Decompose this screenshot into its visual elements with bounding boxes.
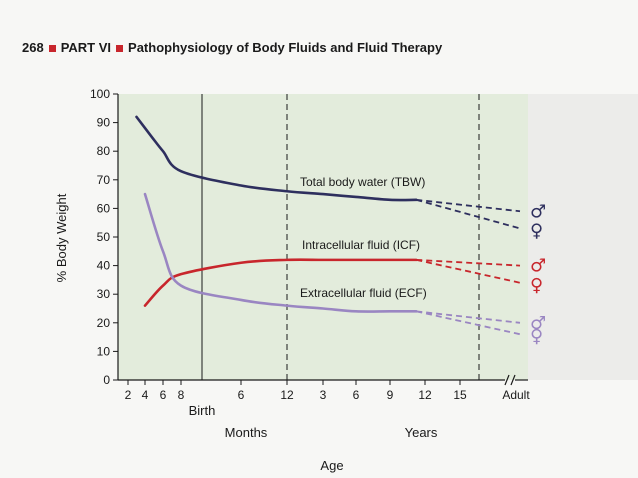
y-axis: 0 10 20 30 40 50 60 70 80 90 100 xyxy=(90,87,119,387)
series-female-projection-icf xyxy=(416,259,521,284)
female-symbol-icon: ♀ xyxy=(530,220,543,241)
series-label-tbw: Total body water (TBW) xyxy=(300,175,425,189)
male-symbol-icon: ♂ xyxy=(530,256,546,277)
female-symbol-icon: ♀ xyxy=(530,326,543,347)
series-male-projection-ecf xyxy=(416,310,521,324)
page-number: 268 xyxy=(22,40,44,55)
y-tick-label: 10 xyxy=(97,344,111,358)
y-tick-label: 50 xyxy=(97,230,111,244)
page-header: 268 PART VI Pathophysiology of Body Fluids… xyxy=(22,40,442,55)
x-tick-label: 2 xyxy=(125,388,132,402)
series-female-projection-tbw xyxy=(416,198,521,230)
header-square-icon xyxy=(48,44,56,52)
x-tick-label: 6 xyxy=(238,388,245,402)
axis-break-icon xyxy=(504,374,516,386)
y-tick-label: 0 xyxy=(103,373,110,387)
y-tick-label: 70 xyxy=(97,173,111,187)
period-separators xyxy=(201,94,480,380)
y-tick-label: 60 xyxy=(97,201,111,215)
x-group-label-birth: Birth xyxy=(189,403,216,418)
page-title: Pathophysiology of Body Fluids and Fluid… xyxy=(128,40,443,55)
y-tick-label: 90 xyxy=(97,116,111,130)
gender-markers: ♂♀♂♀♂♀ xyxy=(530,201,546,347)
series-group: Total body water (TBW) Intracellular flui… xyxy=(135,115,521,336)
y-tick-label: 100 xyxy=(90,87,110,101)
x-tick-label: Adult xyxy=(502,388,530,402)
plot-area xyxy=(118,94,528,380)
part-label: PART VI xyxy=(60,40,112,55)
x-group-label-years: Years xyxy=(405,425,438,440)
x-tick-label: 6 xyxy=(353,388,360,402)
series-line-ecf xyxy=(143,192,418,313)
series-label-ecf: Extracellular fluid (ECF) xyxy=(300,286,427,300)
x-tick-label: 9 xyxy=(387,388,394,402)
y-tick-label: 80 xyxy=(97,144,111,158)
header-square-icon xyxy=(116,44,124,52)
series-line-tbw xyxy=(135,115,418,202)
female-symbol-icon: ♀ xyxy=(530,275,543,296)
right-page-strip xyxy=(528,94,638,380)
y-tick-label: 20 xyxy=(97,316,111,330)
x-axis: 2 4 6 8 6 12 3 6 9 12 15 Adult xyxy=(118,374,530,402)
x-axis-title: Age xyxy=(320,458,343,473)
male-symbol-icon: ♂ xyxy=(530,313,546,334)
male-symbol-icon: ♂ xyxy=(530,201,546,222)
x-group-label-months: Months xyxy=(225,425,268,440)
x-tick-label: 6 xyxy=(160,388,167,402)
x-tick-label: 8 xyxy=(178,388,185,402)
series-line-icf xyxy=(143,258,418,307)
y-tick-label: 30 xyxy=(97,287,111,301)
y-tick-label: 40 xyxy=(97,259,111,273)
x-tick-label: 3 xyxy=(320,388,327,402)
x-tick-label: 12 xyxy=(418,388,432,402)
series-male-projection-tbw xyxy=(416,198,521,213)
x-tick-label: 15 xyxy=(453,388,467,402)
series-label-icf: Intracellular fluid (ICF) xyxy=(302,238,420,252)
series-female-projection-ecf xyxy=(416,310,521,336)
y-axis-title: % Body Weight xyxy=(54,193,69,282)
x-tick-label: 12 xyxy=(280,388,294,402)
series-male-projection-icf xyxy=(416,258,521,267)
x-tick-label: 4 xyxy=(142,388,149,402)
